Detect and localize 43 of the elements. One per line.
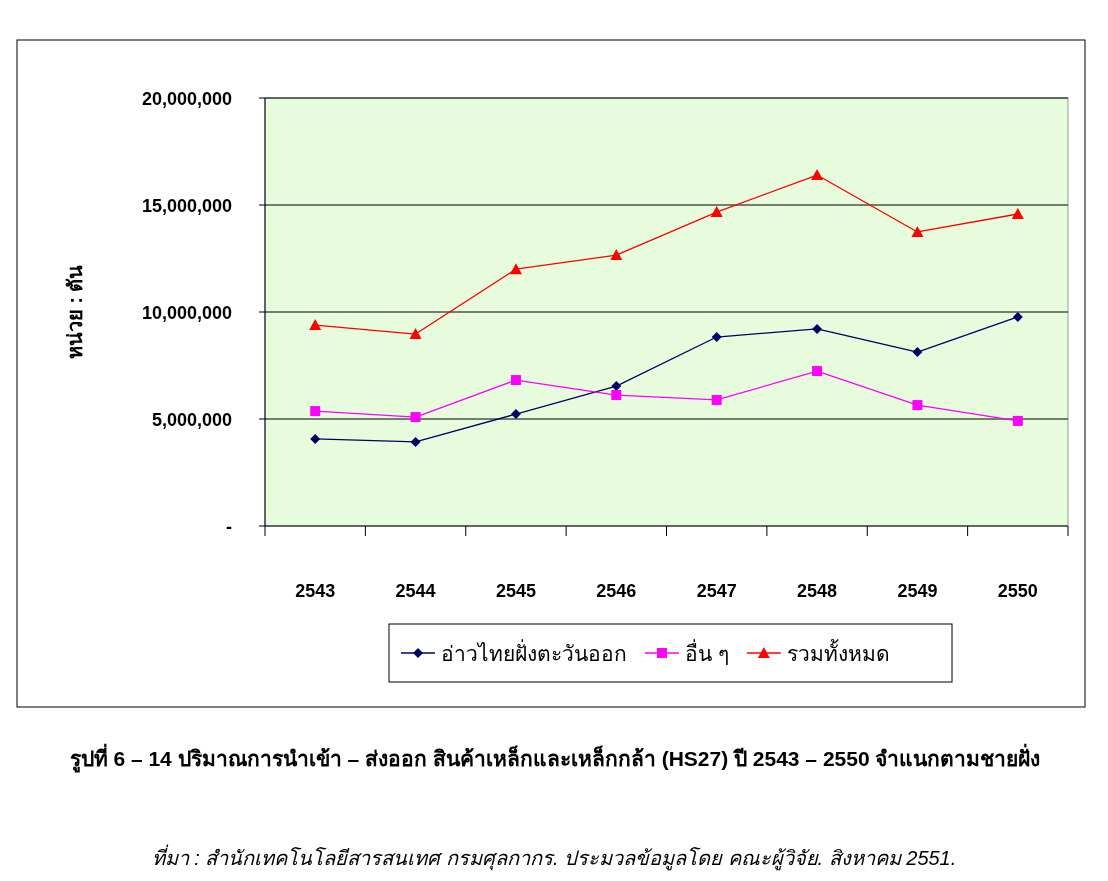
point	[912, 400, 923, 411]
point	[410, 436, 421, 447]
x-tick-label: 2543	[295, 581, 336, 601]
point	[912, 347, 923, 358]
point	[1012, 311, 1023, 322]
x-tick-label: 2550	[997, 581, 1038, 601]
point	[409, 328, 422, 340]
y-tick-label: 10,000,000	[141, 303, 232, 323]
point	[309, 319, 322, 331]
text: ที่มา : สำนักเทคโนโลยีสารสนเทศ กรมศุลกากร. ประมวลข้อมูลโดย คณะผู้วิจัย. สิงหาคม 2551.	[150, 843, 958, 873]
text: รูปที่ 6 – 14 ปริมาณการนำเข้า – ส่งออก สินค้าเหล็กและเหล็กกล้า (HS27) ปี 2543 – 2550 จำแนกตามชายฝั่ง	[68, 742, 1042, 775]
legend-label: อื่น ๆ	[685, 639, 729, 666]
x-tick-label: 2547	[696, 581, 737, 601]
x-tick-label: 2546	[596, 581, 637, 601]
point	[812, 323, 823, 334]
y-tick-label: 20,000,000	[141, 89, 232, 109]
x-tick-label: 2548	[797, 581, 838, 601]
x-tick-label: 2545	[495, 581, 536, 601]
point	[310, 406, 321, 417]
x-tick-label: 2544	[395, 581, 436, 601]
point	[509, 263, 522, 275]
point	[711, 332, 722, 343]
legend-label: รวมทั้งหมด	[786, 639, 890, 665]
point	[911, 225, 924, 237]
point	[1012, 415, 1023, 426]
x-tick-label: 2549	[897, 581, 938, 601]
point	[610, 249, 623, 261]
point	[410, 412, 421, 423]
y-tick-label: 15,000,000	[141, 196, 232, 216]
point	[711, 394, 722, 405]
y-axis-title: หน่วย : ตัน	[64, 264, 86, 360]
y-tick-label: -	[226, 517, 232, 537]
point	[510, 409, 521, 420]
legend-label: อ่าวไทยฝั่งตะวันออก	[441, 639, 627, 665]
point	[310, 433, 321, 444]
y-tick-label: 5,000,000	[151, 410, 232, 430]
point	[812, 366, 823, 377]
point	[1011, 207, 1024, 219]
point	[510, 375, 521, 386]
point	[611, 381, 622, 392]
point	[811, 169, 824, 181]
point	[611, 390, 622, 401]
point	[710, 206, 723, 218]
